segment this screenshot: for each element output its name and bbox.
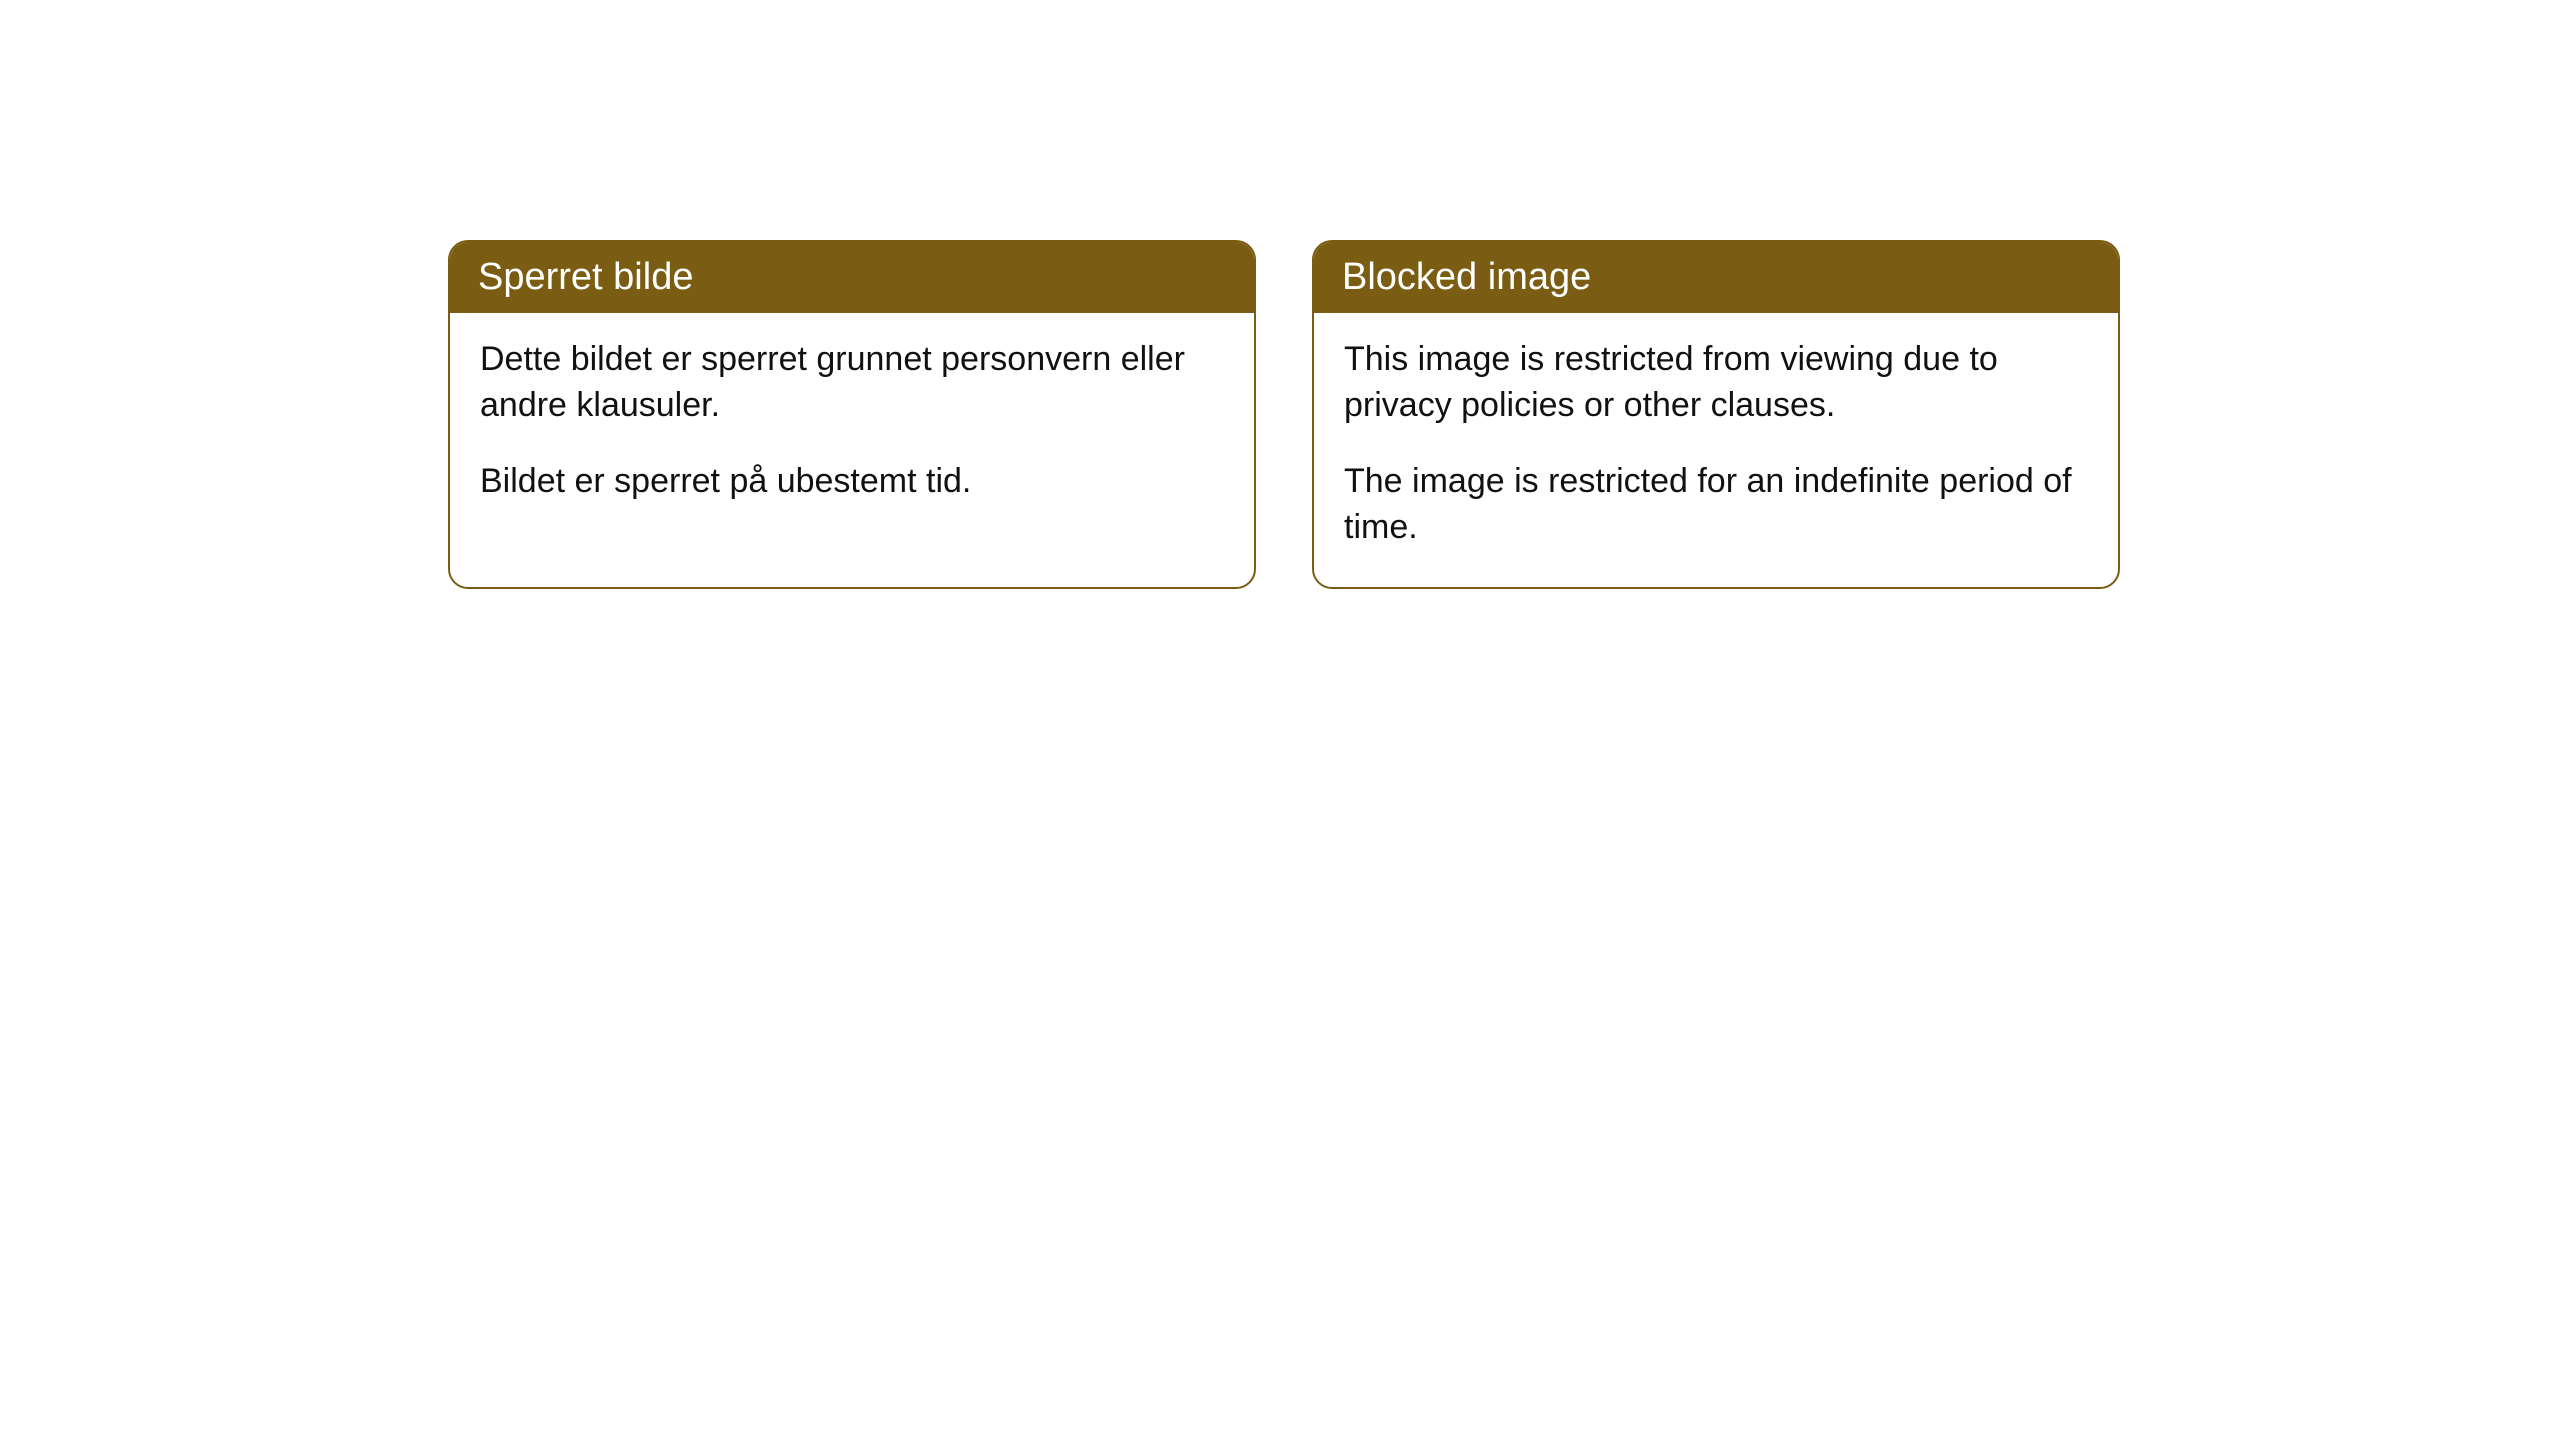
card-english: Blocked image This image is restricted f… <box>1312 240 2120 589</box>
card-paragraph: This image is restricted from viewing du… <box>1344 337 2088 429</box>
cards-container: Sperret bilde Dette bildet er sperret gr… <box>0 0 2560 589</box>
card-paragraph: Dette bildet er sperret grunnet personve… <box>480 337 1224 429</box>
card-body-english: This image is restricted from viewing du… <box>1314 313 2118 587</box>
card-header-norwegian: Sperret bilde <box>450 242 1254 313</box>
card-title: Sperret bilde <box>478 256 693 298</box>
card-header-english: Blocked image <box>1314 242 2118 313</box>
card-paragraph: The image is restricted for an indefinit… <box>1344 459 2088 551</box>
card-paragraph: Bildet er sperret på ubestemt tid. <box>480 459 1224 505</box>
card-body-norwegian: Dette bildet er sperret grunnet personve… <box>450 313 1254 541</box>
card-norwegian: Sperret bilde Dette bildet er sperret gr… <box>448 240 1256 589</box>
card-title: Blocked image <box>1342 256 1591 298</box>
